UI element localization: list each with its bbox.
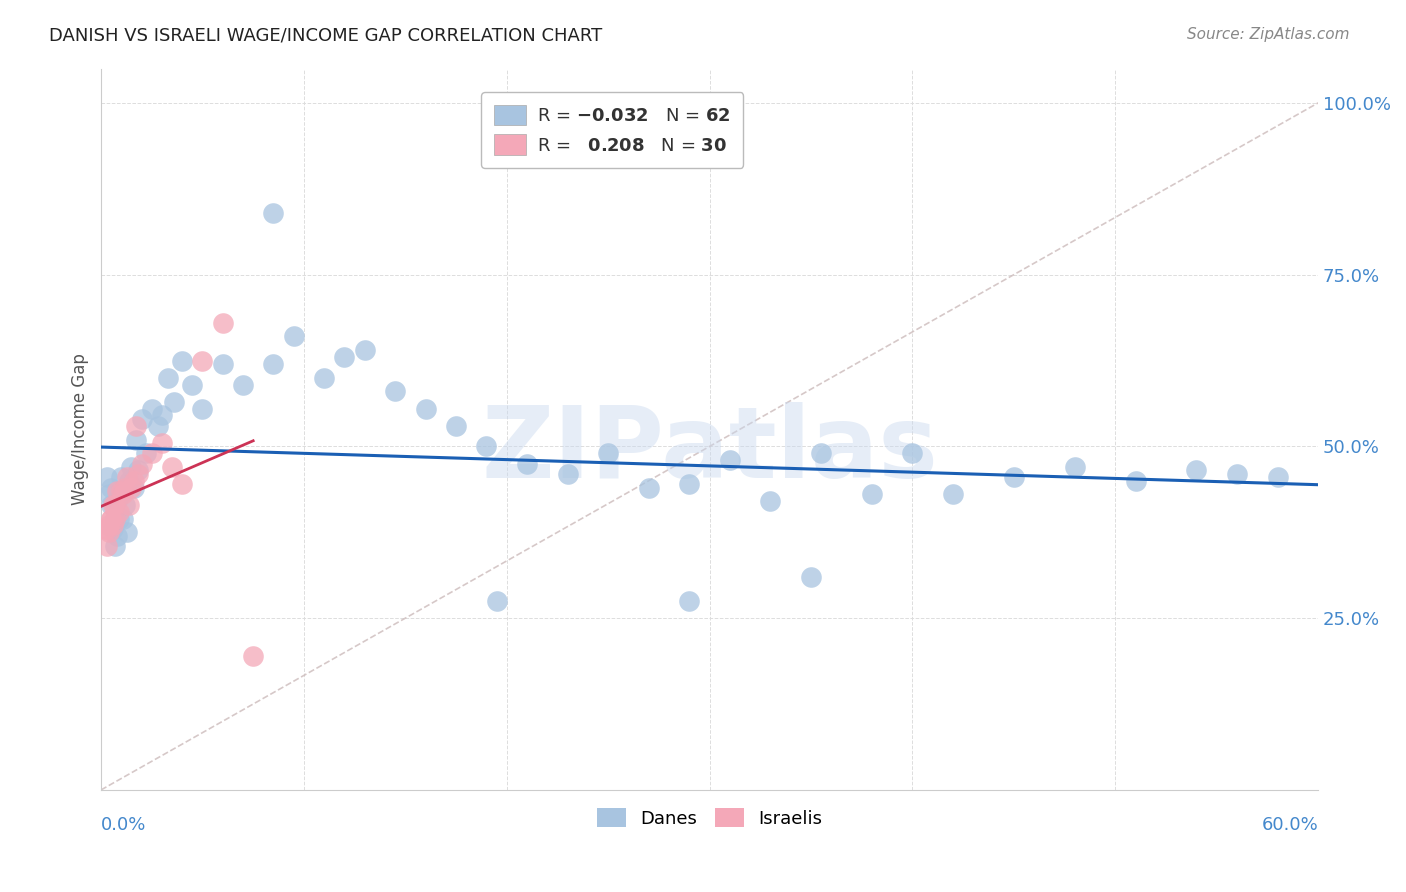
- Text: Source: ZipAtlas.com: Source: ZipAtlas.com: [1187, 27, 1350, 42]
- Point: [114, 481, 136, 495]
- Text: DANISH VS ISRAELI WAGE/INCOME GAP CORRELATION CHART: DANISH VS ISRAELI WAGE/INCOME GAP CORREL…: [49, 27, 602, 45]
- Point: [105, 529, 128, 543]
- Point: [104, 511, 127, 525]
- Point: [211, 357, 233, 371]
- Point: [124, 433, 146, 447]
- Point: [475, 439, 498, 453]
- Point: [121, 460, 143, 475]
- Point: [117, 470, 139, 484]
- Point: [444, 418, 467, 433]
- Point: [810, 446, 832, 460]
- Point: [104, 539, 127, 553]
- Point: [860, 487, 883, 501]
- Point: [678, 477, 700, 491]
- Point: [800, 570, 823, 584]
- Point: [114, 498, 136, 512]
- Point: [314, 370, 336, 384]
- Point: [96, 470, 118, 484]
- Point: [1063, 460, 1085, 475]
- Point: [104, 498, 127, 512]
- Point: [103, 522, 125, 536]
- Point: [141, 401, 163, 416]
- Point: [242, 648, 264, 663]
- Point: [100, 481, 122, 495]
- Point: [160, 460, 183, 475]
- Text: 60.0%: 60.0%: [1261, 815, 1319, 834]
- Point: [105, 494, 128, 508]
- Point: [598, 446, 620, 460]
- Point: [637, 481, 659, 495]
- Point: [263, 206, 285, 220]
- Point: [353, 343, 375, 358]
- Point: [110, 487, 132, 501]
- Point: [1125, 474, 1147, 488]
- Point: [100, 511, 122, 525]
- Point: [163, 394, 186, 409]
- Point: [516, 457, 538, 471]
- Point: [283, 329, 305, 343]
- Point: [1267, 470, 1289, 484]
- Point: [94, 522, 117, 536]
- Point: [100, 498, 122, 512]
- Point: [557, 467, 579, 481]
- Point: [104, 511, 127, 525]
- Point: [718, 453, 741, 467]
- Point: [108, 511, 131, 525]
- Point: [150, 409, 173, 423]
- Point: [98, 525, 121, 540]
- Point: [901, 446, 924, 460]
- Point: [124, 418, 146, 433]
- Point: [135, 446, 157, 460]
- Point: [96, 522, 118, 536]
- Point: [112, 487, 135, 501]
- Point: [150, 436, 173, 450]
- Point: [156, 370, 179, 384]
- Point: [172, 353, 194, 368]
- Point: [1185, 463, 1208, 477]
- Point: [384, 384, 406, 399]
- Point: [118, 498, 141, 512]
- Point: [211, 316, 233, 330]
- Point: [118, 474, 141, 488]
- Point: [678, 594, 700, 608]
- Point: [1002, 470, 1025, 484]
- Point: [942, 487, 965, 501]
- Point: [191, 353, 214, 368]
- Point: [1226, 467, 1249, 481]
- Legend: Danes, Israelis: Danes, Israelis: [589, 801, 830, 835]
- Point: [263, 357, 285, 371]
- Point: [103, 498, 125, 512]
- Point: [333, 350, 356, 364]
- Y-axis label: Wage/Income Gap: Wage/Income Gap: [72, 353, 89, 505]
- Text: ZIPatlas: ZIPatlas: [481, 402, 938, 500]
- Point: [96, 539, 118, 553]
- Text: 0.0%: 0.0%: [101, 815, 146, 834]
- Point: [146, 418, 169, 433]
- Point: [127, 467, 149, 481]
- Point: [122, 474, 145, 488]
- Point: [108, 505, 131, 519]
- Point: [759, 494, 782, 508]
- Point: [110, 484, 132, 499]
- Point: [98, 518, 121, 533]
- Point: [105, 484, 128, 499]
- Point: [181, 377, 204, 392]
- Point: [98, 487, 121, 501]
- Point: [112, 511, 135, 525]
- Point: [100, 511, 122, 525]
- Point: [127, 463, 149, 477]
- Point: [191, 401, 214, 416]
- Point: [122, 481, 145, 495]
- Point: [117, 525, 139, 540]
- Point: [232, 377, 254, 392]
- Point: [121, 481, 143, 495]
- Point: [110, 470, 132, 484]
- Point: [131, 457, 153, 471]
- Point: [131, 412, 153, 426]
- Point: [415, 401, 437, 416]
- Point: [103, 518, 125, 533]
- Point: [485, 594, 508, 608]
- Point: [172, 477, 194, 491]
- Point: [141, 446, 163, 460]
